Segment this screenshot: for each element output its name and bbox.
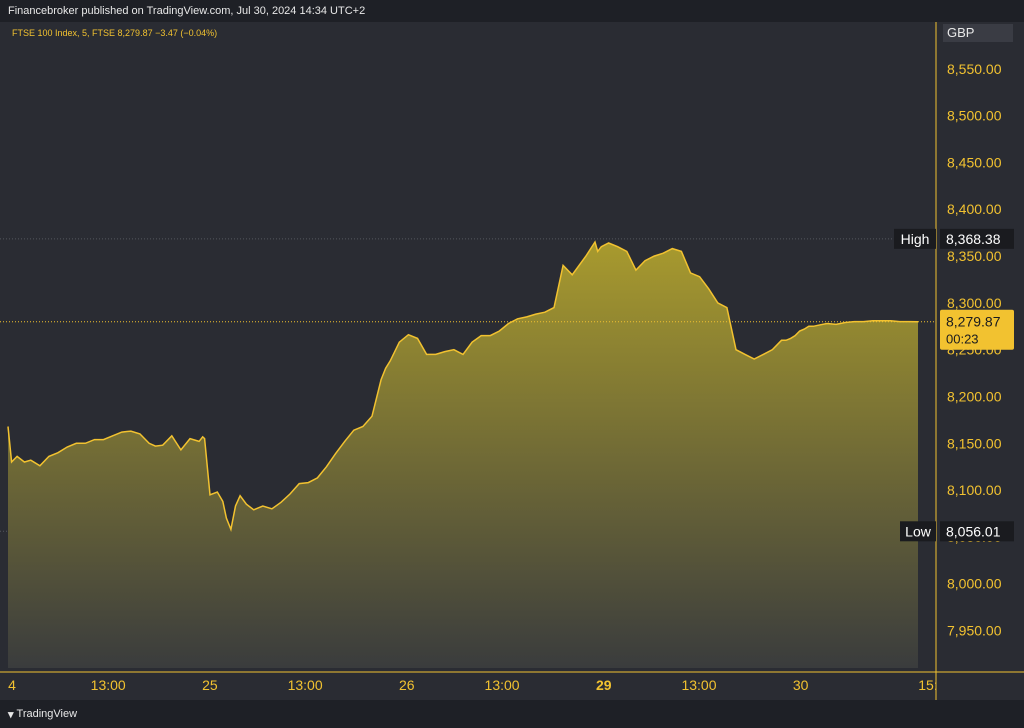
price-chart[interactable]: 8,550.00 8,500.00 8,450.00 8,400.00 8,350.00… (0, 22, 1024, 700)
currency-label[interactable]: GBP (943, 24, 1013, 42)
y-tick-label: 8,450.00 (947, 154, 1002, 170)
low-value-badge (940, 521, 1014, 542)
low-value: 8,056.01 (946, 523, 1001, 539)
tradingview-logo-icon: ▾ (8, 708, 13, 721)
x-tick-label: 13:00 (91, 677, 126, 693)
last-price-value: 8,279.87 (946, 314, 1001, 330)
y-tick-label: 8,350.00 (947, 248, 1002, 264)
high-value-badge (940, 228, 1014, 249)
footer-bar: ▾ TradingView (0, 700, 1024, 728)
x-tick-label: 26 (399, 677, 415, 693)
x-tick-label: 30 (793, 677, 809, 693)
tradingview-logo-text: TradingView (16, 708, 78, 720)
y-tick-label: 8,000.00 (947, 576, 1002, 592)
y-tick-label: 8,300.00 (947, 295, 1002, 311)
y-tick-label: 8,200.00 (947, 388, 1002, 404)
price-line (7, 240, 919, 533)
y-tick-label: 8,100.00 (947, 482, 1002, 498)
y-tick-label: 7,950.00 (947, 623, 1002, 639)
high-label: High (901, 231, 930, 247)
x-tick-label: 15: (918, 677, 937, 693)
published-header: Financebroker published on TradingView.c… (0, 0, 1024, 22)
last-price-badge (940, 309, 1014, 350)
countdown-value: 00:23 (946, 332, 979, 347)
x-tick-label: 29 (596, 677, 612, 693)
x-tick-label: 13:00 (485, 677, 520, 693)
high-badge (894, 228, 936, 249)
y-tick-label: 8,500.00 (947, 108, 1002, 124)
price-area (8, 242, 918, 668)
x-tick-label: 4 (8, 677, 16, 693)
low-label: Low (905, 523, 932, 539)
low-badge (900, 521, 936, 542)
x-tick-label: 25 (202, 677, 218, 693)
high-value: 8,368.38 (946, 231, 1001, 247)
symbol-legend[interactable]: FTSE 100 Index, 5, FTSE 8,279.87 −3.47 (… (12, 28, 218, 38)
y-tick-label: 8,550.00 (947, 61, 1002, 77)
x-tick-label: 13:00 (681, 677, 716, 693)
y-tick-label: 8,150.00 (947, 435, 1002, 451)
y-tick-label: 8,400.00 (947, 201, 1002, 217)
x-tick-label: 13:00 (288, 677, 323, 693)
